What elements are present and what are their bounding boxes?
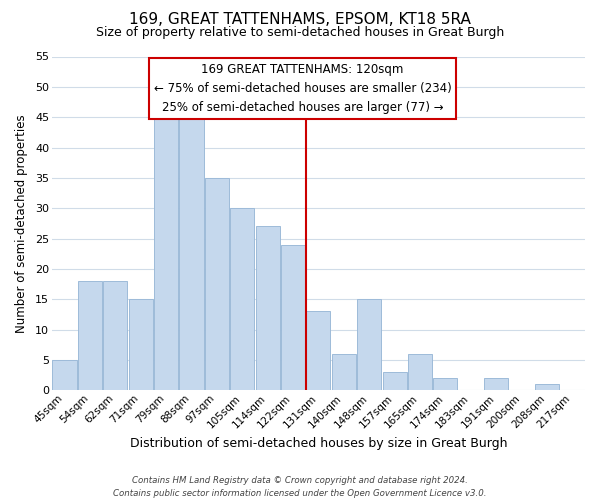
Bar	[433, 378, 457, 390]
Bar	[230, 208, 254, 390]
Bar	[408, 354, 432, 391]
Text: 169, GREAT TATTENHAMS, EPSOM, KT18 5RA: 169, GREAT TATTENHAMS, EPSOM, KT18 5RA	[129, 12, 471, 28]
Bar	[357, 300, 381, 390]
X-axis label: Distribution of semi-detached houses by size in Great Burgh: Distribution of semi-detached houses by …	[130, 437, 507, 450]
Bar	[103, 281, 127, 390]
Text: Contains HM Land Registry data © Crown copyright and database right 2024.
Contai: Contains HM Land Registry data © Crown c…	[113, 476, 487, 498]
Bar	[52, 360, 77, 390]
Bar	[332, 354, 356, 391]
Text: 169 GREAT TATTENHAMS: 120sqm
← 75% of semi-detached houses are smaller (234)
25%: 169 GREAT TATTENHAMS: 120sqm ← 75% of se…	[154, 63, 451, 114]
Bar	[307, 312, 331, 390]
Bar	[535, 384, 559, 390]
Bar	[128, 300, 153, 390]
Bar	[205, 178, 229, 390]
Bar	[383, 372, 407, 390]
Bar	[484, 378, 508, 390]
Text: Size of property relative to semi-detached houses in Great Burgh: Size of property relative to semi-detach…	[96, 26, 504, 39]
Bar	[154, 111, 178, 390]
Bar	[179, 111, 203, 390]
Bar	[256, 226, 280, 390]
Bar	[281, 244, 305, 390]
Y-axis label: Number of semi-detached properties: Number of semi-detached properties	[15, 114, 28, 333]
Bar	[78, 281, 102, 390]
